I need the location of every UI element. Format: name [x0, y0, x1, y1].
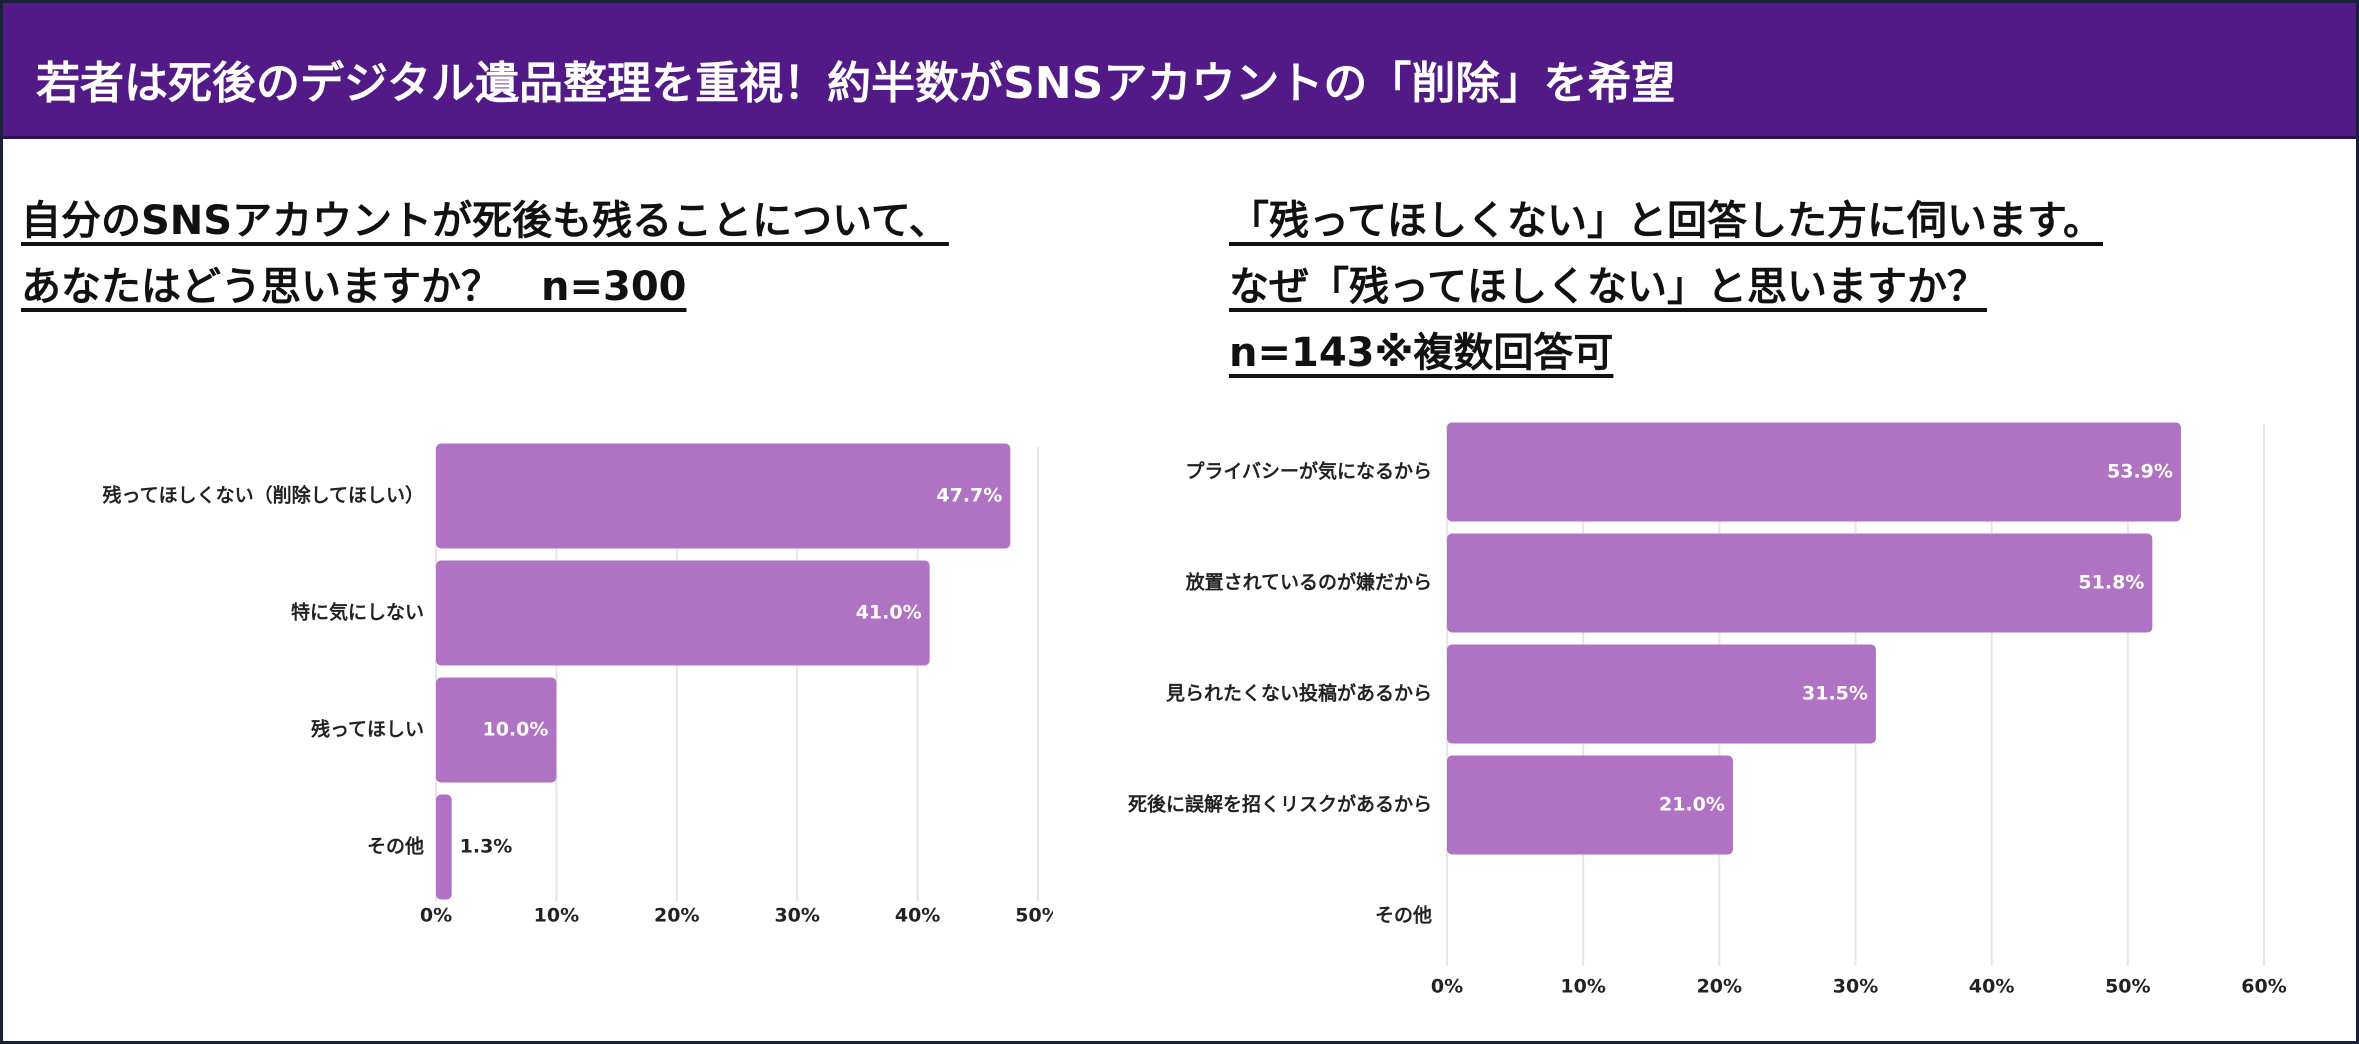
title-line: 自分のSNSアカウントが死後も残ることについて、 — [21, 198, 949, 244]
bar — [436, 794, 452, 900]
y-tick-label: その他 — [1375, 904, 1432, 927]
x-tick-label: 0% — [420, 905, 452, 927]
x-tick-label: 30% — [774, 905, 819, 927]
value-label: 31.5% — [1802, 683, 1868, 705]
y-tick-label: 死後に誤解を招くリスクがあるから — [1128, 793, 1432, 816]
bar — [436, 443, 1011, 549]
page-title: 若者は死後のデジタル遺品整理を重視！約半数がSNSアカウントの「削除」を希望 — [36, 58, 1676, 109]
y-tick-label: 特に気にしない — [291, 601, 424, 624]
x-tick-label: 10% — [1560, 976, 1605, 998]
x-tick-label: 10% — [534, 905, 579, 927]
x-tick-label: 50% — [1015, 905, 1053, 927]
y-tick-label: 残ってほしくない（削除してほしい） — [103, 484, 424, 507]
x-tick-label: 50% — [2105, 976, 2150, 998]
bar — [1447, 422, 2181, 522]
chart-title: 自分のSNSアカウントが死後も残ることについて、 あなたはどう思いますか？ n=… — [21, 188, 949, 320]
bar — [436, 677, 557, 783]
y-tick-label: その他 — [367, 835, 424, 858]
x-tick-label: 20% — [654, 905, 699, 927]
value-label: 51.8% — [2078, 572, 2144, 594]
title-line: n=143※複数回答可 — [1229, 330, 1614, 376]
title-line: あなたはどう思いますか？ n=300 — [21, 264, 687, 310]
title-line: なぜ「残ってほしくない」と思いますか？ — [1229, 264, 1987, 310]
value-label: 47.7% — [936, 485, 1002, 507]
value-label: 21.0% — [1659, 794, 1725, 816]
y-tick-label: 見られたくない投稿があるから — [1166, 682, 1432, 705]
chart-title: 「残ってほしくない」と回答した方に伺います。 なぜ「残ってほしくない」と思います… — [1229, 188, 2103, 386]
chart: 0% 10% 20% 30% 40% 50% 60% プライバシーが気になるから 53.9% 放置… — [1128, 422, 2287, 998]
x-tick-label: 0% — [1431, 976, 1463, 998]
bar — [436, 560, 930, 666]
x-tick-label: 40% — [1969, 976, 2014, 998]
bar — [1447, 533, 2153, 633]
value-label: 41.0% — [856, 602, 922, 624]
value-label: 53.9% — [2107, 461, 2173, 483]
title-line: 「残ってほしくない」と回答した方に伺います。 — [1229, 198, 2103, 244]
x-tick-label: 40% — [895, 905, 940, 927]
x-tick-label: 30% — [1833, 976, 1878, 998]
x-tick-label: 20% — [1697, 976, 1742, 998]
y-tick-label: プライバシーが気になるから — [1185, 460, 1432, 483]
x-tick-label: 60% — [2241, 976, 2286, 998]
bar — [1447, 755, 1733, 855]
value-label: 1.3% — [460, 836, 513, 858]
chart: 0% 10% 20% 30% 40% 50% 残ってほしくない（削除してほしい） 47.7% 特… — [103, 443, 1053, 927]
y-tick-label: 放置されているのが嫌だから — [1185, 571, 1432, 594]
bar — [1447, 644, 1876, 744]
y-tick-label: 残ってほしい — [311, 718, 424, 741]
banner: 若者は死後のデジタル遺品整理を重視！約半数がSNSアカウントの「削除」を希望 — [3, 3, 2356, 139]
value-label: 10.0% — [482, 719, 548, 741]
